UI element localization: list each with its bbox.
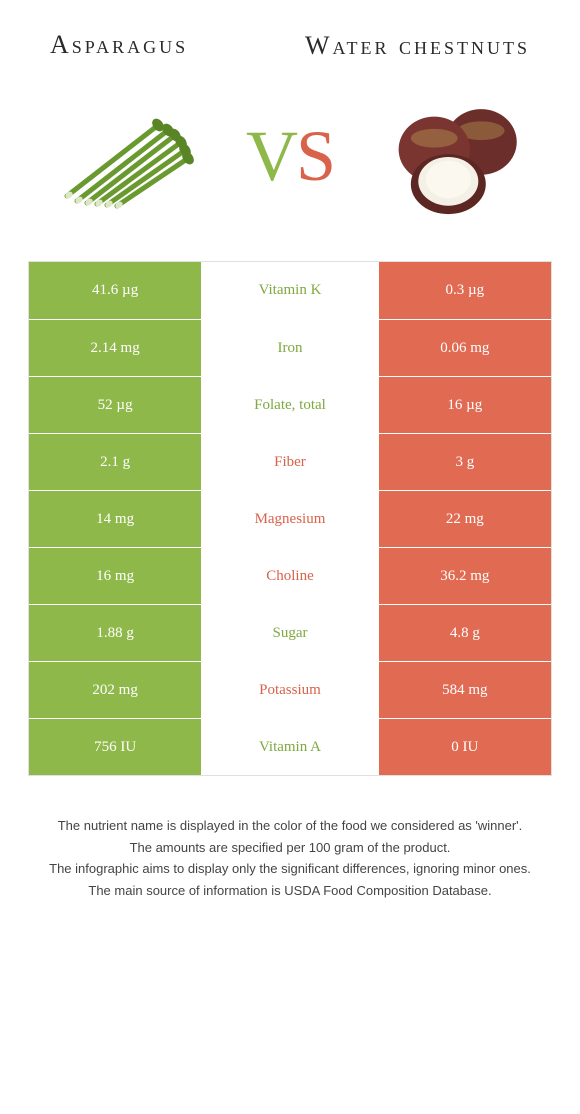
table-row: 756 IUVitamin A0 IU [29,718,551,775]
title-left: Asparagus [40,30,295,61]
cell-right-value: 0.06 mg [379,320,551,376]
cell-nutrient-label: Folate, total [201,377,378,433]
cell-right-value: 584 mg [379,662,551,718]
cell-nutrient-label: Fiber [201,434,378,490]
cell-left-value: 14 mg [29,491,201,547]
cell-right-value: 0 IU [379,719,551,775]
cell-nutrient-label: Sugar [201,605,378,661]
table-row: 2.1 gFiber3 g [29,433,551,490]
nutrient-table: 41.6 µgVitamin K0.3 µg2.14 mgIron0.06 mg… [28,261,552,776]
cell-left-value: 2.14 mg [29,320,201,376]
cell-nutrient-label: Choline [201,548,378,604]
asparagus-image [52,91,202,221]
cell-left-value: 2.1 g [29,434,201,490]
footer-line: The amounts are specified per 100 gram o… [20,838,560,858]
vs-v: V [246,116,296,196]
vs-s: S [296,116,334,196]
footer-notes: The nutrient name is displayed in the co… [0,776,580,922]
header: Asparagus Water chestnuts [0,0,580,71]
cell-nutrient-label: Vitamin A [201,719,378,775]
hero-row: VS [0,71,580,261]
cell-nutrient-label: Potassium [201,662,378,718]
cell-right-value: 16 µg [379,377,551,433]
cell-left-value: 1.88 g [29,605,201,661]
cell-left-value: 16 mg [29,548,201,604]
cell-nutrient-label: Magnesium [201,491,378,547]
water-chestnuts-image [378,91,528,221]
title-right: Water chestnuts [295,30,540,61]
cell-nutrient-label: Iron [201,320,378,376]
cell-left-value: 52 µg [29,377,201,433]
table-row: 202 mgPotassium584 mg [29,661,551,718]
table-row: 52 µgFolate, total16 µg [29,376,551,433]
cell-right-value: 0.3 µg [379,262,551,319]
table-row: 2.14 mgIron0.06 mg [29,319,551,376]
cell-right-value: 3 g [379,434,551,490]
cell-left-value: 202 mg [29,662,201,718]
cell-left-value: 756 IU [29,719,201,775]
cell-left-value: 41.6 µg [29,262,201,319]
cell-right-value: 36.2 mg [379,548,551,604]
footer-line: The nutrient name is displayed in the co… [20,816,560,836]
cell-right-value: 4.8 g [379,605,551,661]
footer-line: The main source of information is USDA F… [20,881,560,901]
table-row: 1.88 gSugar4.8 g [29,604,551,661]
cell-nutrient-label: Vitamin K [201,262,378,319]
table-row: 16 mgCholine36.2 mg [29,547,551,604]
footer-line: The infographic aims to display only the… [20,859,560,879]
vs-label: VS [246,115,334,198]
table-row: 14 mgMagnesium22 mg [29,490,551,547]
table-row: 41.6 µgVitamin K0.3 µg [29,262,551,319]
cell-right-value: 22 mg [379,491,551,547]
